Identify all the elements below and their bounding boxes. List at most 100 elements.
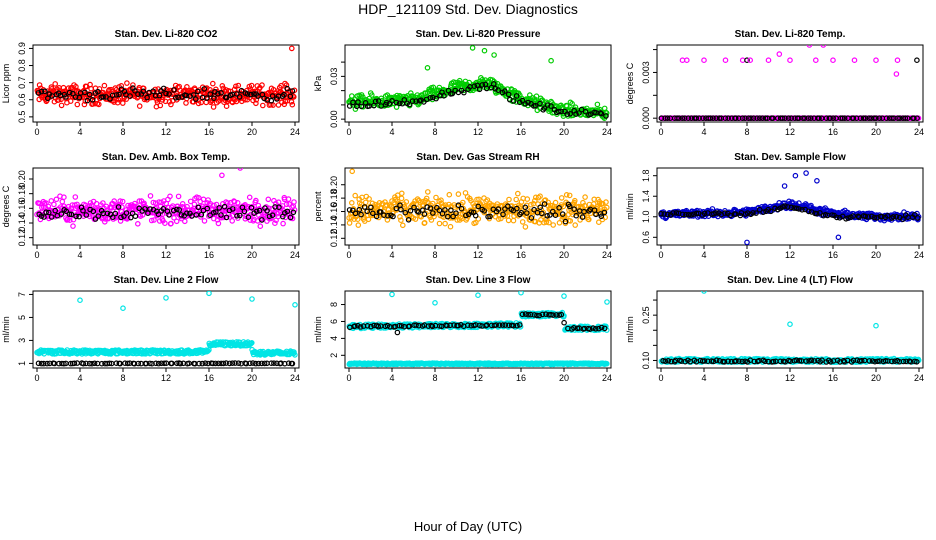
point-hourly — [693, 115, 700, 122]
y-tick-label: 0.18 — [329, 189, 339, 207]
point-hourly — [176, 207, 183, 213]
point-hourly — [463, 212, 469, 219]
point-hourly — [140, 88, 147, 95]
point-hourly — [716, 115, 723, 122]
point-hourly — [215, 91, 221, 97]
point-hourly — [424, 204, 431, 210]
point-hourly — [455, 202, 462, 209]
point-hourly — [548, 103, 554, 109]
point-5min — [255, 202, 262, 209]
point-hourly — [513, 205, 520, 212]
point-hourly — [564, 111, 571, 118]
point-outlier — [747, 57, 754, 64]
y-axis-label: percent — [313, 191, 323, 222]
point-5min — [249, 339, 255, 346]
point-hourly — [52, 207, 59, 214]
point-hourly — [278, 360, 284, 367]
point-hourly — [581, 208, 587, 215]
point-outlier — [765, 57, 772, 64]
point-hourly — [40, 360, 47, 367]
point-hourly — [742, 115, 748, 122]
point-hourly — [582, 108, 589, 115]
point-outlier — [787, 57, 793, 64]
point-hourly — [67, 360, 74, 367]
point-5min — [385, 206, 392, 213]
point-hourly — [448, 207, 454, 214]
point-hourly — [352, 323, 358, 329]
point-hourly — [756, 115, 763, 122]
point-5min — [210, 80, 216, 87]
point-hourly — [592, 325, 599, 332]
point-outlier — [873, 57, 879, 64]
point-hourly — [82, 89, 88, 96]
point-outlier — [814, 178, 820, 184]
point-hourly — [830, 115, 837, 122]
point-hourly — [662, 115, 668, 122]
point-hourly — [522, 204, 529, 211]
point-hourly — [753, 210, 759, 216]
point-5min — [210, 104, 217, 110]
point-5min — [346, 220, 353, 226]
point-5min — [533, 93, 540, 100]
point-hourly — [43, 209, 49, 216]
point-5min — [283, 201, 290, 208]
point-hourly — [284, 208, 291, 215]
point-hourly — [91, 360, 98, 367]
point-5min — [510, 217, 517, 224]
y-axis-label: kPa — [313, 76, 323, 92]
point-5min — [447, 223, 454, 230]
point-hourly — [871, 214, 878, 221]
point-hourly — [248, 204, 255, 211]
point-hourly — [375, 323, 382, 330]
point-hourly — [544, 213, 551, 219]
point-hourly — [914, 115, 920, 122]
point-hourly — [900, 216, 906, 223]
point-5min — [265, 196, 272, 203]
point-5min — [253, 197, 259, 204]
point-outlier — [475, 292, 481, 299]
point-5min — [603, 204, 610, 211]
point-hourly — [236, 94, 243, 100]
point-5min — [58, 96, 64, 103]
point-5min — [418, 214, 425, 220]
point-5min — [505, 217, 512, 224]
x-tick-label: 12 — [473, 250, 483, 260]
point-hourly — [361, 204, 368, 210]
point-hourly — [493, 322, 500, 328]
point-hourly — [547, 212, 553, 218]
point-hourly — [346, 103, 353, 109]
point-5min — [275, 199, 282, 206]
point-hourly — [823, 115, 830, 122]
point-hourly — [685, 211, 692, 218]
panel-title: Stan. Dev. Line 4 (LT) Flow — [727, 275, 853, 286]
point-hourly — [871, 115, 878, 122]
point-hourly — [393, 99, 400, 106]
point-5min — [205, 348, 211, 354]
point-hourly — [710, 115, 716, 122]
point-5min — [275, 102, 282, 108]
point-hourly — [243, 360, 250, 367]
point-hourly — [796, 206, 802, 212]
point-5min — [546, 219, 552, 226]
point-hourly — [192, 96, 199, 102]
point-5min — [398, 217, 404, 224]
point-5min — [455, 191, 462, 197]
point-hourly — [112, 210, 119, 217]
point-hourly — [850, 115, 857, 122]
x-tick-label: 12 — [785, 127, 795, 137]
y-tick-label: 1.0 — [641, 211, 651, 224]
point-5min — [352, 106, 359, 112]
point-outlier — [914, 57, 920, 64]
x-tick-label: 8 — [120, 127, 125, 137]
point-hourly — [215, 360, 222, 367]
point-hourly — [658, 115, 665, 122]
point-5min — [352, 192, 359, 199]
x-tick-label: 12 — [161, 250, 171, 260]
point-5min — [582, 194, 588, 200]
point-5min — [808, 202, 814, 209]
point-hourly — [132, 213, 139, 220]
point-outlier — [548, 57, 554, 64]
point-5min — [550, 222, 557, 228]
